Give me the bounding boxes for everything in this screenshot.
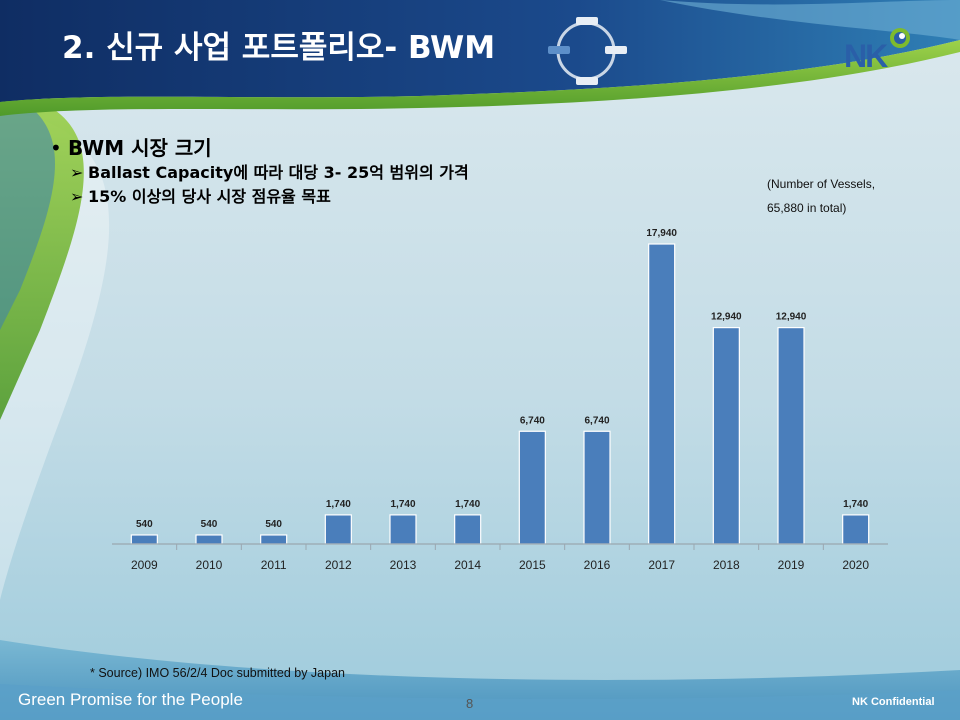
chart-bar [842, 514, 870, 545]
data-label: 12,940 [711, 312, 742, 323]
sub-bullet: ➢ 15% 이상의 당사 시장 점유율 목표 [70, 185, 469, 209]
x-tick-label: 2013 [390, 558, 417, 572]
arrow-bullet-icon: ➢ [70, 187, 84, 206]
x-tick-label: 2019 [778, 558, 805, 572]
chart-bar [777, 327, 805, 545]
company-logo: NK [840, 24, 920, 74]
x-tick-label: 2014 [454, 558, 481, 572]
footer-slogan: Green Promise for the People [18, 690, 243, 709]
data-label: 540 [201, 519, 218, 530]
title-ornament [548, 17, 627, 85]
sub-bullet-text: Ballast Capacity에 따라 대당 3- 25억 범위의 가격 [88, 163, 469, 182]
sub-bullet-text: 15% 이상의 당사 시장 점유율 목표 [88, 187, 331, 206]
x-tick-label: 2011 [261, 558, 287, 572]
data-label: 540 [265, 519, 282, 530]
data-label: 17,940 [646, 228, 677, 239]
data-label: 1,740 [455, 499, 480, 510]
chart-bar [324, 514, 352, 545]
chart-bar [260, 534, 288, 545]
x-tick-label: 2015 [519, 558, 546, 572]
chart-note-line: 65,880 in total) [767, 201, 847, 215]
data-label: 1,740 [390, 499, 415, 510]
data-label: 540 [136, 519, 153, 530]
chart-note-line: (Number of Vessels, [767, 177, 876, 191]
data-label: 6,740 [584, 415, 609, 426]
chart-bar [583, 430, 611, 545]
x-tick-label: 2018 [713, 558, 740, 572]
source-note: * Source) IMO 56/2/4 Doc submitted by Ja… [90, 666, 345, 680]
x-tick-label: 2010 [196, 558, 223, 572]
chart-bar [518, 430, 546, 545]
data-label: 12,940 [776, 312, 807, 323]
page-number: 8 [466, 696, 474, 711]
arrow-bullet-icon: ➢ [70, 163, 84, 182]
bullet-main: • BWM 시장 크기 [50, 132, 469, 161]
data-label: 1,740 [326, 499, 351, 510]
chart-bar [130, 534, 158, 545]
data-label: 1,740 [843, 499, 868, 510]
sub-bullet: ➢ Ballast Capacity에 따라 대당 3- 25억 범위의 가격 [70, 161, 469, 185]
chart-bar [648, 243, 676, 545]
bullet-list: • BWM 시장 크기 ➢ Ballast Capacity에 따라 대당 3- 2… [50, 132, 469, 209]
slide-title: 2. 신규 사업 포트폴리오- BWM [62, 30, 496, 66]
x-tick-label: 2012 [325, 558, 352, 572]
chart-bar [712, 327, 740, 545]
bullet-dot-icon: • [50, 136, 62, 160]
chart-bar [454, 514, 482, 545]
x-tick-label: 2020 [842, 558, 869, 572]
chart-note: (Number of Vessels, 65,880 in total) [767, 172, 875, 220]
chart-bar [389, 514, 417, 545]
bullet-main-text: BWM 시장 크기 [68, 136, 212, 160]
x-tick-label: 2016 [584, 558, 611, 572]
data-label: 6,740 [520, 415, 545, 426]
footer-confidential: NK Confidential [852, 696, 935, 708]
x-tick-label: 2017 [648, 558, 675, 572]
logo-text: NK [844, 38, 888, 74]
logo-swirl-icon [890, 28, 910, 48]
x-tick-label: 2009 [131, 558, 158, 572]
chart-bar [195, 534, 223, 545]
